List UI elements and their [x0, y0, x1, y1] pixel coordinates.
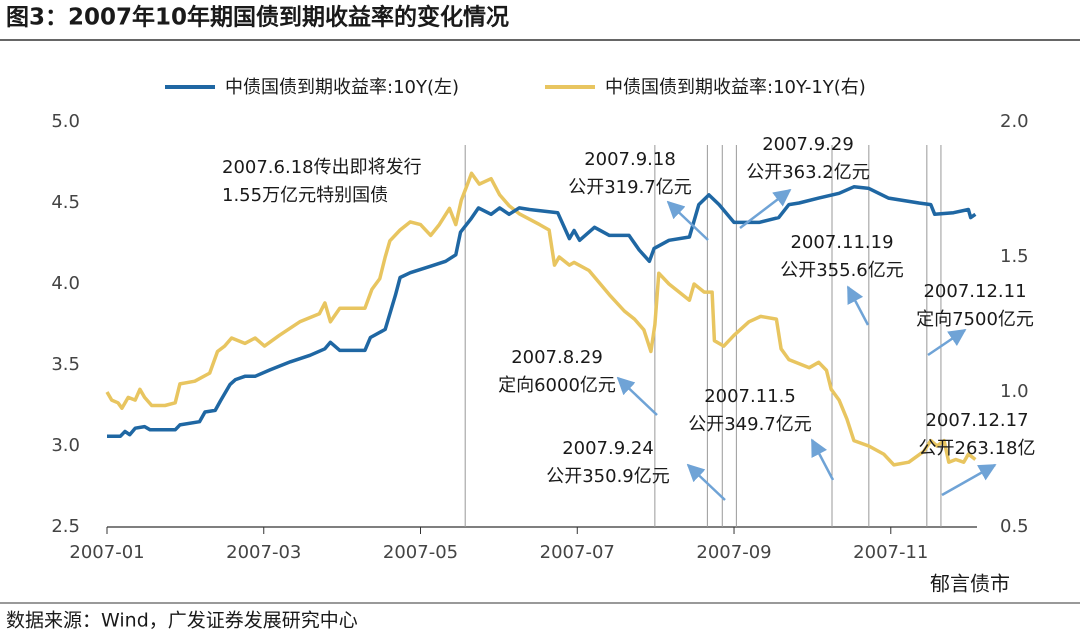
annotation: 1.55万亿元特别国债	[222, 185, 388, 206]
legend-label: 中债国债到期收益率:10Y-1Y(右)	[605, 77, 866, 98]
y-tick-label: 2.5	[51, 516, 80, 537]
arrow	[927, 328, 967, 357]
annotation: 2007.9.24	[562, 438, 654, 459]
legend-label: 中债国债到期收益率:10Y(左)	[225, 77, 459, 98]
annotation: 2007.8.29	[511, 347, 603, 368]
y-tick-label: 4.5	[51, 192, 80, 213]
annotation: 公开363.2亿元	[746, 162, 870, 183]
arrow	[686, 463, 726, 501]
y-tick-label: 5.0	[51, 111, 80, 132]
y2-tick-label: 2.0	[1000, 111, 1029, 132]
source: 数据来源：Wind，广发证券发展研究中心	[6, 610, 358, 632]
annotation: 2007.9.18	[584, 149, 676, 170]
arrow	[941, 463, 997, 497]
arrow	[616, 376, 658, 416]
y2-tick-label: 0.5	[1000, 516, 1029, 537]
annotation: 定向6000亿元	[498, 375, 616, 396]
x-tick-label: 2007-09	[696, 542, 771, 563]
arrow	[810, 438, 835, 481]
x-tick-label: 2007-03	[226, 542, 301, 563]
page-title: 图3：2007年10年期国债到期收益率的变化情况	[6, 4, 509, 31]
y-tick-label: 3.0	[51, 435, 80, 456]
arrows	[616, 188, 997, 501]
annotation: 2007.6.18传出即将发行	[222, 157, 422, 178]
annotation: 公开350.9亿元	[546, 466, 670, 487]
annotation: 2007.12.11	[923, 281, 1026, 302]
watermark: 郁言债市	[930, 572, 1010, 596]
y-tick-label: 4.0	[51, 273, 80, 294]
arrow	[739, 188, 792, 229]
x-tick-label: 2007-01	[69, 542, 144, 563]
x-tick-label: 2007-05	[383, 542, 458, 563]
y2-tick-label: 1.5	[1000, 246, 1029, 267]
annotation: 2007.9.29	[762, 134, 854, 155]
annotation: 公开263.18亿	[919, 438, 1036, 459]
annotation: 公开349.7亿元	[688, 414, 812, 435]
y-tick-label: 3.5	[51, 354, 80, 375]
x-tick-label: 2007-07	[540, 542, 615, 563]
series-line	[105, 171, 977, 467]
arrow	[846, 285, 870, 326]
annotation: 2007.11.19	[790, 232, 893, 253]
y2-tick-label: 1.0	[1000, 381, 1029, 402]
annotation: 定向7500亿元	[916, 309, 1034, 330]
annotation: 2007.12.17	[925, 410, 1028, 431]
x-tick-label: 2007-11	[853, 542, 928, 563]
annotation: 2007.11.5	[704, 386, 796, 407]
annotation: 公开319.7亿元	[568, 177, 692, 198]
series-line	[107, 185, 977, 439]
arrow	[666, 200, 709, 241]
annotation: 公开355.6亿元	[780, 260, 904, 281]
